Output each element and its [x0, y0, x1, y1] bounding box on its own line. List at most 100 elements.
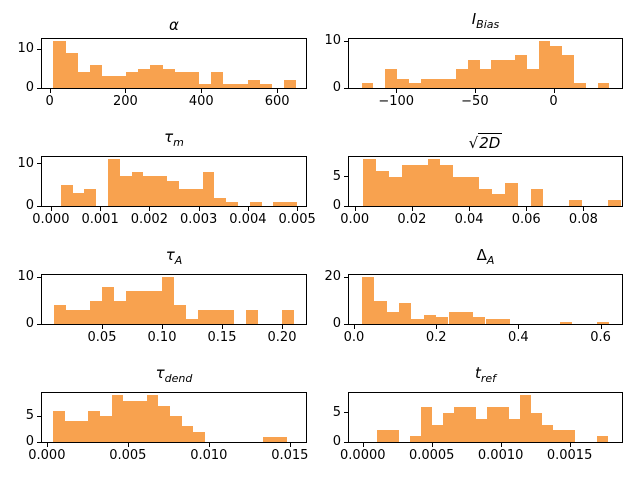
x-tick-mark: [127, 443, 129, 447]
histogram-bar: [453, 176, 467, 206]
y-tick-label: 0: [332, 434, 341, 449]
y-tick-mark: [37, 205, 41, 207]
histogram-bar: [420, 78, 433, 88]
x-tick-label: 0.005: [109, 448, 147, 463]
x-tick-mark: [198, 207, 200, 211]
histogram-bar: [519, 395, 531, 442]
histogram-bar: [448, 312, 461, 324]
x-tick-mark: [469, 207, 471, 211]
x-tick-label: 0.000: [32, 212, 70, 227]
title-radicand: 2D: [478, 133, 503, 152]
x-tick-label: 0.0010: [477, 448, 524, 463]
x-tick-label: 0.0005: [408, 448, 455, 463]
histogram-bar: [186, 319, 198, 324]
y-tick-label: 0: [25, 80, 34, 95]
histogram-bar: [263, 436, 275, 442]
x-tick-mark: [208, 443, 210, 447]
x-tick-label: 0: [549, 94, 558, 109]
histogram-bar: [178, 189, 191, 206]
histogram-bar: [214, 197, 227, 206]
subplot-title: α: [41, 17, 307, 33]
y-tick-mark: [344, 40, 348, 42]
histogram-bar: [274, 436, 287, 442]
x-tick-mark: [353, 325, 355, 329]
histogram-bar: [174, 72, 187, 88]
histogram-bar: [508, 418, 520, 442]
y-tick-mark: [344, 412, 348, 414]
title-base: α: [169, 16, 179, 34]
histogram-bar: [442, 412, 454, 442]
x-tick-mark: [49, 89, 51, 93]
y-tick-label: 0: [332, 80, 341, 95]
y-tick-label: 10: [324, 33, 341, 49]
histogram-bar: [123, 400, 135, 442]
histogram-bar: [198, 310, 210, 324]
x-tick-mark: [436, 325, 438, 329]
histogram-bar: [553, 430, 565, 442]
histogram-bar: [427, 159, 441, 206]
histogram-bar: [473, 317, 486, 324]
x-tick-label: 0: [45, 94, 54, 109]
histogram-bar: [77, 72, 90, 88]
histogram-bar: [158, 405, 170, 442]
x-tick-label: 0.002: [130, 212, 168, 227]
histogram-bar: [466, 176, 480, 206]
histogram-bar: [399, 303, 412, 324]
x-tick-label: 0.000: [28, 448, 66, 463]
histogram-bar: [284, 80, 297, 88]
y-tick-mark: [344, 276, 348, 278]
histogram-bar: [143, 176, 156, 206]
histogram-bar: [574, 83, 586, 88]
x-tick-label: 0.0: [343, 330, 365, 345]
histogram-bar: [411, 319, 424, 324]
histogram-bar: [60, 184, 73, 206]
histogram-bar: [89, 64, 102, 88]
histogram-bar: [569, 200, 582, 206]
histogram-bar: [374, 300, 387, 324]
x-tick-label: 600: [264, 94, 290, 109]
histogram-bar: [162, 277, 174, 324]
subplot-tau-dend: τdend 0.000 0.005 0.010 0.015 0 5: [26, 365, 309, 463]
x-tick-label: 0.10: [147, 330, 177, 345]
histogram-bar: [479, 188, 492, 206]
histogram-bar: [385, 69, 397, 88]
title-base: Δ: [476, 246, 487, 264]
histogram-bar: [146, 395, 159, 442]
histogram-bar: [126, 291, 138, 324]
histogram-bar: [273, 201, 286, 206]
y-tick-label: 0: [332, 198, 341, 213]
histogram-bar: [491, 194, 505, 206]
histogram-bar: [432, 78, 445, 88]
histogram-bar: [202, 172, 215, 206]
histogram-bar: [607, 200, 621, 206]
histogram-bar: [138, 68, 151, 88]
plot-area: [348, 38, 623, 89]
histogram-bar: [456, 69, 468, 88]
histogram-bar: [409, 436, 421, 442]
x-tick-label: 0.20: [267, 330, 297, 345]
histogram-bar: [181, 426, 194, 442]
histogram-bar: [54, 305, 66, 324]
y-tick-mark: [344, 87, 348, 89]
x-tick-label: 0.005: [278, 212, 316, 227]
x-tick-label: 0.4: [508, 330, 529, 345]
y-tick-mark: [344, 205, 348, 207]
histogram-bar: [453, 407, 465, 442]
subplot-title: √2D: [348, 133, 623, 152]
histogram-bar: [420, 407, 432, 442]
histogram-bar: [162, 68, 175, 88]
histogram-bar: [126, 72, 139, 88]
y-tick-label: 5: [332, 168, 341, 184]
title-base: t: [474, 364, 481, 382]
x-tick-mark: [162, 325, 163, 329]
x-tick-mark: [125, 89, 127, 93]
histogram-bar: [440, 165, 454, 206]
x-tick-mark: [282, 325, 283, 329]
histogram-bar: [210, 310, 222, 324]
x-tick-mark: [500, 443, 502, 447]
x-tick-mark: [431, 443, 433, 447]
histogram-bar: [65, 421, 77, 442]
x-tick-mark: [474, 89, 476, 93]
subplot-delta-a: ΔA 0.0 0.2 0.4 0.6 0 20: [324, 247, 623, 345]
histogram-bar: [193, 431, 205, 442]
